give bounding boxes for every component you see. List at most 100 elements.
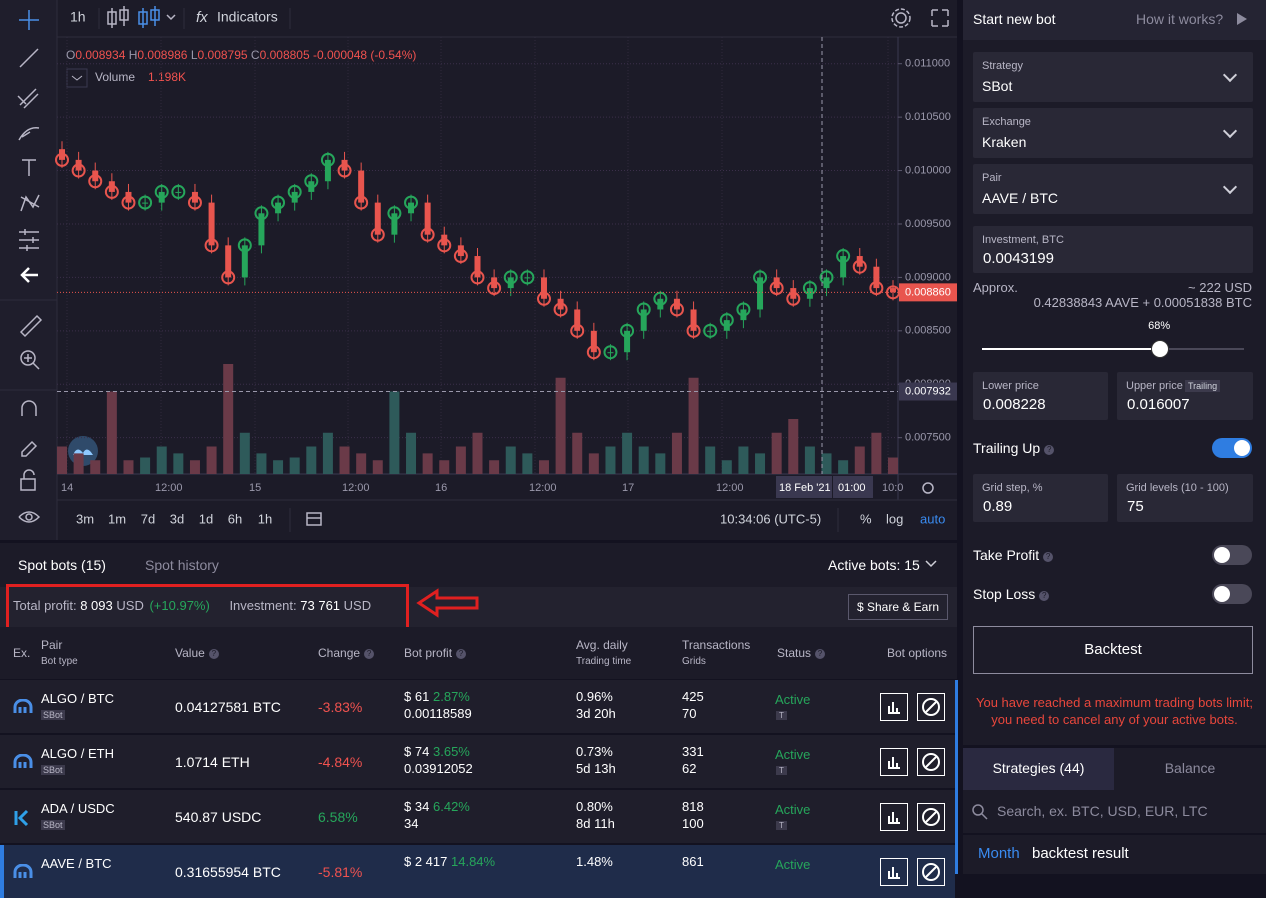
grid-order [254, 206, 269, 221]
active-bots[interactable]: Active bots: 15 [828, 557, 920, 573]
warning-line: you need to cancel any of your active bo… [991, 712, 1238, 727]
range-button[interactable]: 1m [108, 511, 126, 526]
top-icons[interactable] [107, 6, 949, 526]
log-toggle[interactable]: log [886, 511, 903, 526]
volume-bar [688, 377, 699, 474]
fx-icon[interactable]: fx [196, 9, 208, 26]
last-price-box [899, 283, 959, 302]
unit: USD [343, 598, 372, 613]
range-button[interactable]: 3m [76, 511, 94, 526]
warning: You have reached a maximum trading bots … [963, 694, 1266, 728]
range-button[interactable]: 7d [141, 511, 155, 526]
auto-toggle[interactable]: auto [920, 511, 945, 526]
legend-change: -0.000048 (-0.54%) [313, 48, 416, 62]
x-tick-label: 10:0 [882, 482, 903, 494]
text: Trailing Up [973, 440, 1041, 456]
grid-order [187, 195, 202, 210]
select-field[interactable]: Strategy SBot [973, 52, 1253, 102]
table-row [0, 680, 955, 733]
how-link[interactable]: How it works? [1136, 11, 1224, 27]
slider-label: 68% [1148, 320, 1171, 332]
volume-bar [339, 446, 350, 474]
grid-order [387, 206, 402, 221]
toggle-off[interactable] [1212, 584, 1252, 604]
period[interactable]: Month [978, 845, 1020, 862]
collapse-box[interactable] [66, 68, 88, 88]
lower-field[interactable]: Lower price 0.008228 [973, 372, 1108, 420]
toggle-on[interactable] [1212, 438, 1252, 458]
stop-loss-label: Stop Loss? [973, 586, 1050, 602]
field-value: 75 [1127, 498, 1144, 515]
cell-type: SBot [41, 710, 65, 720]
exchange-icon [13, 863, 33, 880]
tool-icons[interactable] [17, 10, 43, 523]
grid-order [553, 302, 568, 317]
candle-body [474, 256, 481, 278]
approx-detail: 0.42838843 AAVE + 0.00051838 BTC [1033, 295, 1252, 310]
volume-bar [854, 446, 865, 474]
candle-body [707, 330, 714, 332]
slider[interactable]: 68% [982, 320, 1244, 360]
chevron [1222, 179, 1238, 195]
tab-active[interactable]: Strategies (44) [963, 748, 1114, 790]
text: Take Profit [973, 547, 1040, 563]
cancel-button[interactable] [917, 748, 945, 776]
range-button[interactable]: 3d [170, 511, 184, 526]
toggle-off[interactable] [1212, 545, 1252, 565]
grid-levels-field[interactable]: Grid levels (10 - 100) 75 [1117, 474, 1253, 522]
grid-order [154, 184, 169, 199]
volume-bar [622, 432, 633, 474]
select-field[interactable]: Exchange Kraken [973, 108, 1253, 158]
y-tick-label: 0.009500 [905, 218, 951, 230]
share-button[interactable]: $ Share & Earn [848, 594, 948, 620]
cell-profit-pct: 2.87% [433, 689, 470, 704]
stats-icon [888, 812, 900, 824]
warning-line: You have reached a maximum trading bots … [976, 695, 1253, 710]
text: Stop Loss [973, 586, 1036, 602]
header-cell: Grids [682, 656, 706, 667]
volume-bar [455, 446, 466, 474]
tab[interactable]: Spot history [145, 557, 219, 573]
cancel-button[interactable] [917, 693, 945, 721]
field-label: Strategy [982, 60, 1023, 72]
cell-pair: ADA / USDC [41, 801, 115, 816]
candle-body [640, 309, 647, 331]
result-label: backtest result [1032, 845, 1129, 862]
x-tick-label: 01:00 [838, 482, 866, 494]
candle-body [241, 245, 248, 278]
cursor-price-box [899, 382, 959, 401]
stats-button[interactable] [880, 748, 908, 776]
candle-body [175, 191, 182, 193]
legend-key: O [66, 48, 75, 62]
select-field[interactable]: Pair AAVE / BTC [973, 164, 1253, 214]
grid-order [786, 291, 801, 306]
stats-button[interactable] [880, 693, 908, 721]
interval[interactable]: 1h [70, 9, 86, 25]
investment-field[interactable]: Investment, BTC 0.0043199 [973, 226, 1253, 273]
backtest-button[interactable]: Backtest [973, 626, 1253, 674]
range-button[interactable]: 1h [258, 511, 272, 526]
cursor-date-box [776, 476, 832, 498]
cell-avg: 0.80% [576, 799, 613, 814]
grid-order [802, 281, 817, 296]
range-button[interactable]: 1d [199, 511, 213, 526]
header-cell: Pair [41, 638, 63, 652]
grid-order [370, 227, 385, 242]
stats-button[interactable] [880, 803, 908, 831]
upper-field[interactable]: Upper price Trailing 0.016007 [1117, 372, 1253, 420]
percent-toggle[interactable]: % [860, 511, 872, 526]
field-value: Kraken [982, 134, 1027, 150]
candle-body [607, 352, 614, 354]
slider-knob[interactable] [1151, 340, 1170, 358]
cancel-button[interactable] [917, 803, 945, 831]
tab-active[interactable]: Spot bots (15) [18, 557, 106, 573]
grid-step-field[interactable]: Grid step, % 0.89 [973, 474, 1108, 522]
tab[interactable]: Balance [1114, 748, 1266, 790]
range-button[interactable]: 6h [228, 511, 242, 526]
indicators[interactable]: Indicators [217, 9, 278, 25]
cancel-button[interactable] [917, 858, 945, 886]
search-box[interactable] [963, 790, 1266, 833]
stats-button[interactable] [880, 858, 908, 886]
field-label: Investment, BTC [982, 234, 1064, 246]
volume-bar [123, 460, 134, 474]
